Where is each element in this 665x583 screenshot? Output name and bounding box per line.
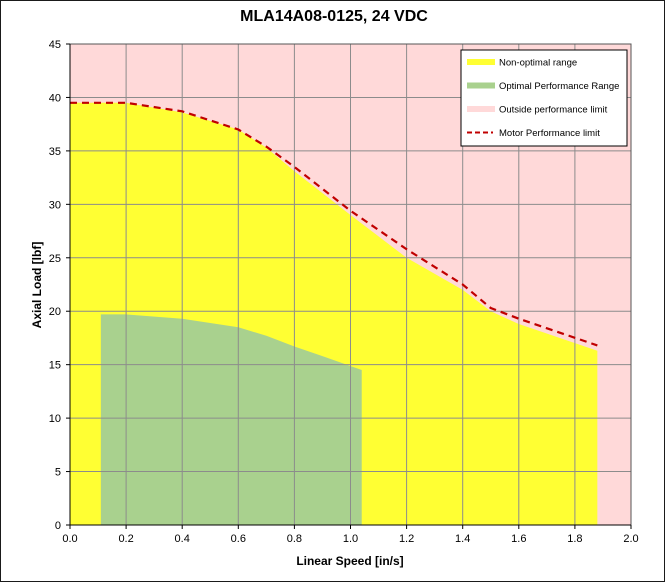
x-tick-label: 2.0 xyxy=(623,533,638,545)
legend-label: Outside performance limit xyxy=(499,105,608,116)
y-tick-label: 20 xyxy=(49,306,61,318)
y-tick-label: 15 xyxy=(49,360,61,372)
y-tick-label: 35 xyxy=(49,146,61,158)
x-tick-label: 1.2 xyxy=(399,533,414,545)
y-tick-label: 10 xyxy=(49,413,61,425)
legend-swatch xyxy=(467,59,495,65)
y-tick-label: 45 xyxy=(49,39,61,51)
x-tick-label: 1.0 xyxy=(343,533,358,545)
y-tick-label: 0 xyxy=(55,520,61,532)
axes: 0.0 0.2 0.4 0.6 0.8 1.0 1.2 1.4 1.6 1.8 2.0 0 5 10 15 2… xyxy=(49,39,639,545)
line-layer xyxy=(70,101,598,347)
y-tick-label: 30 xyxy=(49,199,61,211)
legend-label: Optimal Performance Range xyxy=(499,81,619,92)
x-tick-label: 0.6 xyxy=(231,533,246,545)
x-tick-label: 0.0 xyxy=(62,533,77,545)
x-tick-label: 1.8 xyxy=(567,533,582,545)
y-tick-label: 5 xyxy=(55,467,61,479)
chart-title: MLA14A08-0125, 24 VDC xyxy=(240,8,428,25)
motor-limit-line xyxy=(70,101,598,347)
legend-label: Motor Performance limit xyxy=(499,128,600,139)
legend-label: Non-optimal range xyxy=(499,58,577,69)
legend-swatch xyxy=(467,106,495,112)
legend: Non-optimal range Optimal Performance Ran… xyxy=(460,49,628,147)
legend-swatch xyxy=(467,82,495,89)
x-axis-label: Linear Speed [in/s] xyxy=(296,554,403,568)
optimal-area xyxy=(100,314,362,525)
x-tick-label: 1.6 xyxy=(511,533,526,545)
x-tick-label: 0.4 xyxy=(175,533,190,545)
x-tick-label: 1.4 xyxy=(455,533,470,545)
legend-box xyxy=(460,49,628,147)
y-axis-label: Axial Load [lbf] xyxy=(30,242,44,329)
x-tick-label: 0.8 xyxy=(287,533,302,545)
series-layer xyxy=(70,102,598,526)
x-tick-label: 0.2 xyxy=(118,533,133,545)
y-tick-label: 25 xyxy=(49,253,61,265)
y-tick-label: 40 xyxy=(49,92,61,104)
